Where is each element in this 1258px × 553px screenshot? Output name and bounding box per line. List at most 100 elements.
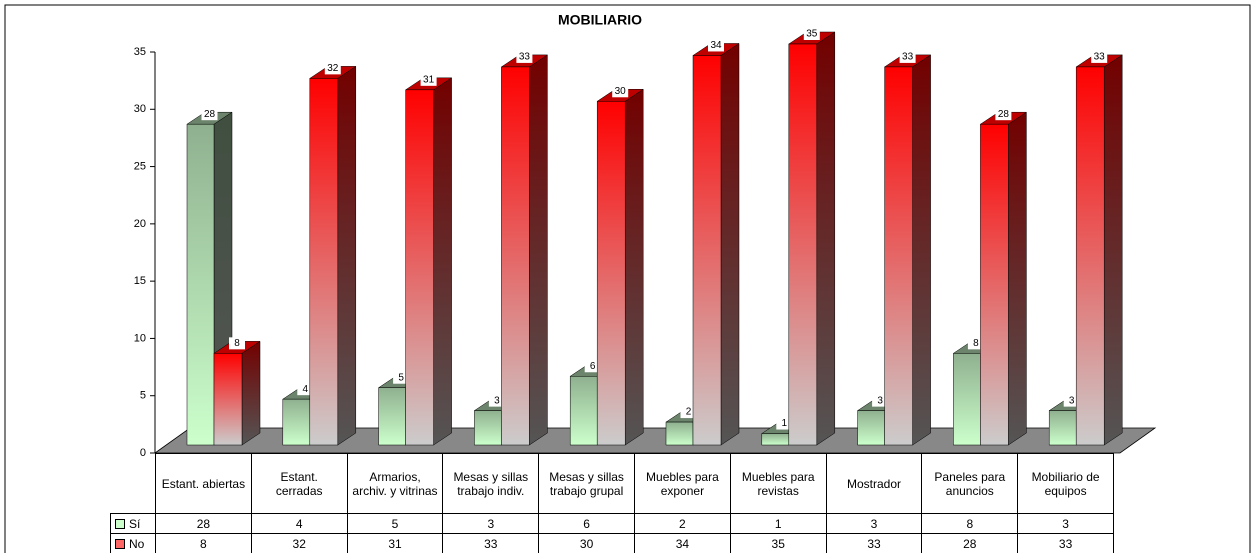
category-label: Estant. cerradas [250,453,348,514]
bar-side [1103,54,1123,446]
category-label: Mostrador [825,453,923,514]
data-label: 3 [1069,395,1075,406]
data-label-box [995,108,1012,121]
bar [1075,54,1124,446]
bar-front [405,89,434,446]
bar-front [501,66,530,446]
data-label-box [1091,50,1108,63]
data-label-box [201,108,218,121]
bar [500,54,549,446]
table-value: 33 [442,533,540,553]
category-label: Estant. abiertas [155,453,252,514]
bar-side [816,31,836,446]
table-value: 3 [442,513,540,534]
data-label-box [516,50,533,63]
bar-front [213,353,243,446]
data-label-box [708,39,724,52]
table-value: 3 [825,513,923,534]
data-label: 34 [710,40,722,51]
category-label: Mobiliario de equipos [1017,453,1114,514]
bar-front [1048,410,1077,446]
data-label: 1 [782,418,788,429]
chart-frame [4,4,1251,553]
bar [596,88,645,446]
bar-side [529,54,548,446]
data-label: 8 [973,338,979,349]
bar-side [1008,111,1027,446]
table-value: 33 [1017,533,1114,553]
bar-front [665,421,694,446]
bar-side [624,88,644,446]
data-label: 33 [1094,52,1106,63]
bar-front [788,43,818,446]
data-label-box [324,62,341,75]
y-tick-label: 30 [134,103,146,115]
table-value: 30 [538,533,635,553]
bar-front [309,78,339,446]
data-label: 5 [398,372,404,383]
data-label-box [680,406,697,419]
data-label-box [899,50,916,63]
data-label: 8 [234,338,240,349]
bar-side [337,65,357,446]
bar-front [596,101,626,446]
data-label-box [776,417,793,430]
legend-label: No [129,536,145,551]
data-label-box [872,394,889,407]
bar [213,340,261,446]
data-label: 35 [806,29,818,40]
bar-side [720,42,740,446]
data-label: 3 [877,395,883,406]
table-value: 32 [250,533,348,553]
data-label: 33 [902,52,914,63]
data-label-box [393,371,410,384]
bar-side [433,77,452,446]
data-label: 30 [615,86,627,97]
table-value: 34 [634,533,731,553]
table-value: 1 [729,513,827,534]
bar [883,54,932,446]
bar-front [569,376,598,446]
category-label: Armarios, archiv. y vitrinas [346,453,444,514]
bar [692,42,740,446]
bar-front [378,387,406,446]
table-value: 33 [825,533,923,553]
data-label-box [584,360,601,373]
table-value: 3 [1017,513,1114,534]
data-label: 32 [327,63,339,74]
bar-front [282,398,311,446]
bar [308,65,357,446]
bar-front [980,123,1009,446]
bar-front [857,410,885,446]
table-value: 28 [155,513,252,534]
y-tick-label: 0 [140,447,146,459]
table-value: 2 [634,513,731,534]
data-label: 3 [494,395,500,406]
table-value: 8 [155,533,252,553]
y-tick-label: 5 [140,390,146,402]
category-label: Mesas y sillas trabajo indiv. [442,453,540,514]
legend-key [115,518,125,529]
table-value: 5 [346,513,444,534]
data-label-box [1063,394,1080,407]
table-value: 28 [921,533,1019,553]
bar [979,111,1028,446]
y-tick-label: 25 [134,160,146,172]
table-value: 31 [346,533,444,553]
category-label: Muebles para revistas [729,453,827,514]
y-tick-label: 20 [134,218,146,230]
data-label-box [803,28,820,40]
bar-front [474,410,502,446]
data-label-box [612,85,629,98]
table-value: 8 [921,513,1019,534]
legend-key [115,538,125,549]
y-tick-label: 10 [134,332,146,344]
table-value: 4 [250,513,348,534]
data-label: 4 [303,384,309,395]
data-label-box [229,337,245,350]
table-value: 6 [538,513,635,534]
data-label: 2 [686,407,692,418]
legend-label: Sí [129,516,141,531]
